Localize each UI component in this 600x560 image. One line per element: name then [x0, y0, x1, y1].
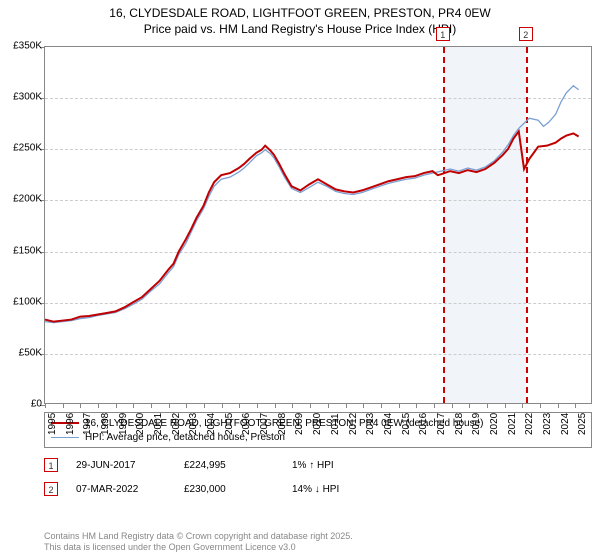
x-tick-label: 2000: [135, 413, 146, 435]
x-tick-label: 1998: [100, 413, 111, 435]
series-hpi: [45, 86, 579, 323]
chart-title: 16, CLYDESDALE ROAD, LIGHTFOOT GREEN, PR…: [0, 0, 600, 37]
sale-2-delta: 14% ↓ HPI: [292, 484, 382, 495]
x-tick-label: 2004: [206, 413, 217, 435]
x-tick-label: 1996: [65, 413, 76, 435]
y-tick-label: £350K: [13, 41, 42, 52]
sale-1-delta: 1% ↑ HPI: [292, 460, 382, 471]
x-tick-label: 2019: [471, 413, 482, 435]
x-tick-label: 2006: [241, 413, 252, 435]
sale-1-price: £224,995: [184, 460, 274, 471]
x-tick-label: 2022: [524, 413, 535, 435]
x-tick-label: 2009: [294, 413, 305, 435]
x-tick-label: 2013: [365, 413, 376, 435]
x-tick-label: 2014: [383, 413, 394, 435]
x-tick-label: 2003: [188, 413, 199, 435]
y-tick-label: £150K: [13, 245, 42, 256]
marker-2-icon: 2: [44, 482, 58, 496]
x-tick-label: 1999: [118, 413, 129, 435]
series-price_paid: [45, 131, 579, 321]
x-tick-label: 2002: [171, 413, 182, 435]
x-tick-label: 2007: [259, 413, 270, 435]
y-tick-label: £100K: [13, 296, 42, 307]
chart-marker-1: 1: [436, 27, 450, 41]
sale-2-date: 07-MAR-2022: [76, 484, 166, 495]
x-tick-label: 2012: [348, 413, 359, 435]
x-tick-label: 2001: [153, 413, 164, 435]
y-tick-label: £200K: [13, 194, 42, 205]
footer-attribution: Contains HM Land Registry data © Crown c…: [44, 531, 353, 554]
chart-marker-2: 2: [519, 27, 533, 41]
x-tick-label: 2011: [330, 413, 341, 435]
y-tick-label: £0: [31, 399, 42, 410]
sale-1-date: 29-JUN-2017: [76, 460, 166, 471]
x-tick-label: 2015: [401, 413, 412, 435]
x-tick-label: 2018: [454, 413, 465, 435]
x-tick-label: 2016: [418, 413, 429, 435]
x-tick-label: 2024: [560, 413, 571, 435]
x-tick-label: 2023: [542, 413, 553, 435]
x-tick-label: 2021: [507, 413, 518, 435]
marker-1-icon: 1: [44, 458, 58, 472]
x-tick-label: 2017: [436, 413, 447, 435]
sale-2-price: £230,000: [184, 484, 274, 495]
sale-row-1: 1 29-JUN-2017 £224,995 1% ↑ HPI: [44, 458, 382, 472]
y-tick-label: £50K: [19, 347, 42, 358]
sale-row-2: 2 07-MAR-2022 £230,000 14% ↓ HPI: [44, 482, 382, 496]
x-tick-label: 2020: [489, 413, 500, 435]
chart-plot-area: 12: [44, 46, 592, 404]
y-tick-label: £300K: [13, 92, 42, 103]
x-tick-label: 1997: [82, 413, 93, 435]
x-tick-label: 1995: [47, 413, 58, 435]
x-tick-label: 2008: [277, 413, 288, 435]
x-tick-label: 2010: [312, 413, 323, 435]
y-tick-label: £250K: [13, 143, 42, 154]
x-tick-label: 2005: [224, 413, 235, 435]
x-tick-label: 2025: [577, 413, 588, 435]
